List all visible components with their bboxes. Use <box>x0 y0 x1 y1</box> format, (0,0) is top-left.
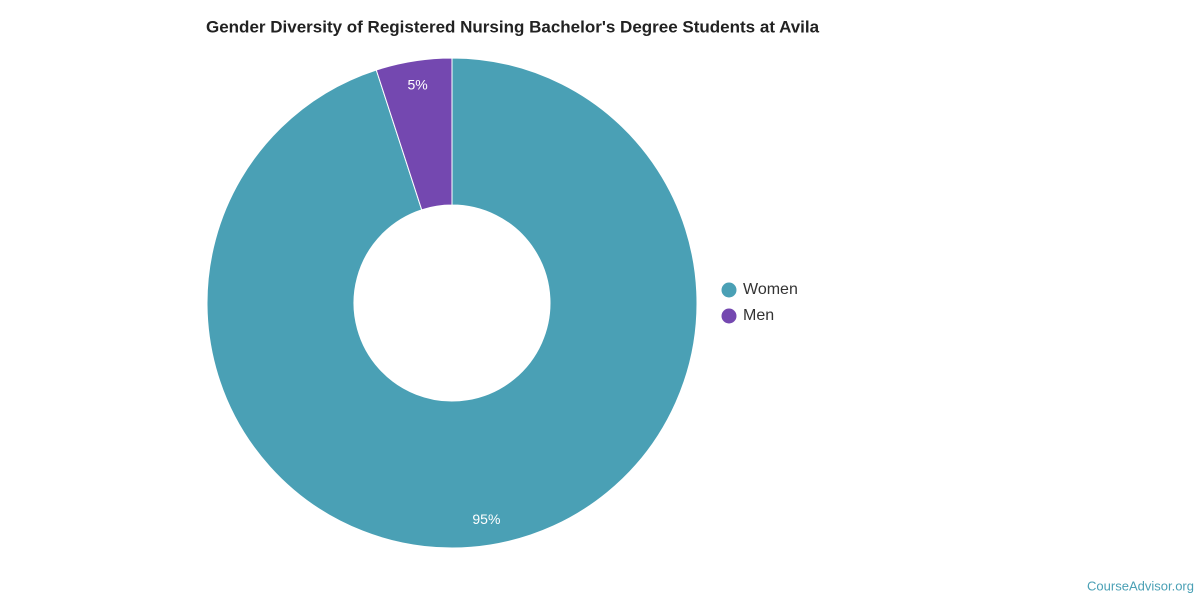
legend-label: Women <box>743 281 798 298</box>
slice <box>206 57 698 549</box>
legend-swatch <box>721 308 737 324</box>
source-credit[interactable]: CourseAdvisor.org <box>1087 578 1194 593</box>
legend-swatch <box>721 282 737 298</box>
chart-title: Gender Diversity of Registered Nursing B… <box>206 17 820 36</box>
data-label: 95% <box>472 511 500 527</box>
slice <box>375 57 453 211</box>
legend-label: Men <box>743 307 774 324</box>
data-label: 5% <box>407 76 427 92</box>
